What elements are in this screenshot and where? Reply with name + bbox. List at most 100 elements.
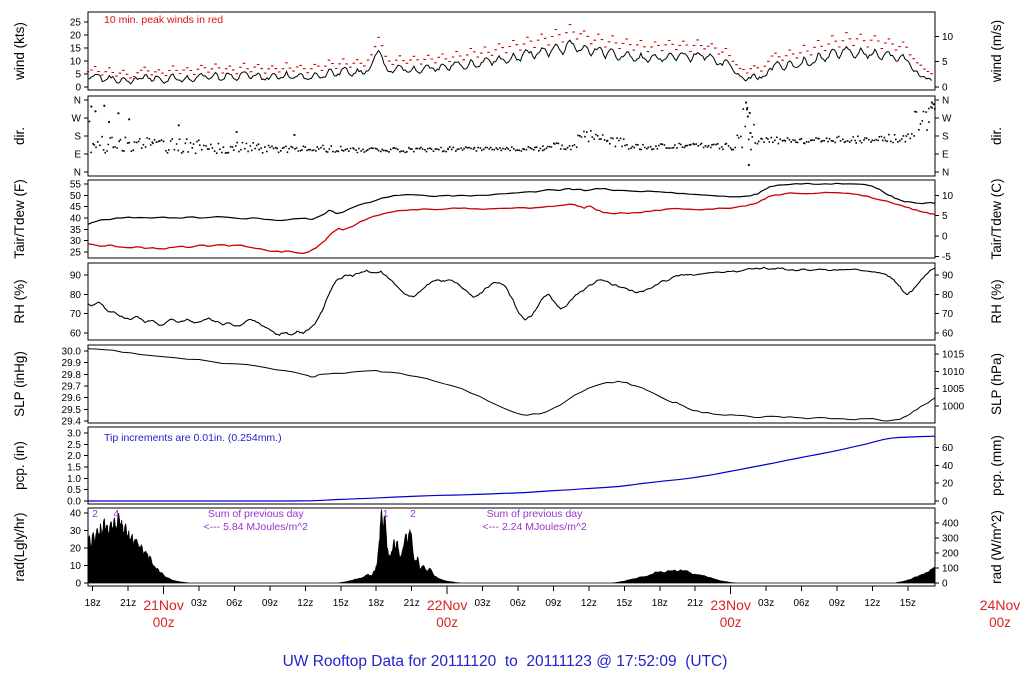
rad-peak-label-1: 4	[114, 509, 120, 520]
rad-peak-label-2: 1	[383, 509, 389, 520]
panel-box-rh	[87, 262, 936, 341]
day-label-21Nov: 21Nov	[143, 597, 183, 613]
left-tick-label-slp-4: 29.8	[62, 370, 82, 381]
right-tick-label-rh-2: 80	[942, 290, 954, 301]
series-tdew-line	[87, 191, 936, 255]
day-label-24Nov-hour: 00z	[989, 615, 1011, 630]
left-tick-label-temp-1: 30	[70, 236, 82, 247]
axis-label-right-dir: dir.	[989, 127, 1004, 145]
panel-box-slp	[87, 344, 936, 424]
left-tick-label-wind-1: 5	[75, 70, 81, 81]
right-tick-label-wind-1: 5	[942, 57, 948, 68]
left-tick-label-pcp-2: 1.0	[67, 474, 81, 485]
left-tick-label-rad-1: 10	[70, 561, 82, 572]
right-tick-label-dir-3: W	[942, 114, 952, 125]
hour-label-8: 21z	[404, 598, 420, 609]
day-label-21Nov-hour: 00z	[153, 615, 175, 630]
left-tick-label-wind-2: 10	[70, 57, 82, 68]
right-tick-label-dir-4: N	[942, 96, 949, 107]
right-tick-label-rad-1: 100	[942, 563, 959, 574]
axis-label-left-dir: dir.	[12, 127, 27, 145]
axis-label-left-wind: wind (kts)	[12, 22, 27, 81]
right-tick-label-wind-0: 0	[942, 83, 948, 94]
right-tick-label-rad-0: 0	[942, 579, 948, 590]
hour-label-20: 15z	[900, 598, 916, 609]
left-tick-label-rad-0: 0	[75, 579, 81, 590]
left-tick-label-slp-6: 30.0	[62, 347, 82, 358]
axis-label-right-rh: RH (%)	[989, 279, 1004, 323]
left-tick-label-dir-4: N	[74, 96, 81, 107]
left-tick-label-temp-0: 25	[70, 248, 82, 259]
right-tick-label-temp-0: -5	[942, 252, 951, 263]
day-label-23Nov: 23Nov	[710, 597, 750, 613]
left-tick-label-pcp-3: 1.5	[67, 463, 81, 474]
left-tick-label-pcp-1: 0.5	[67, 485, 81, 496]
right-tick-label-pcp-0: 0	[942, 497, 948, 508]
left-tick-label-pcp-4: 2.0	[67, 451, 81, 462]
series-dir-dots	[88, 101, 936, 166]
left-tick-label-wind-3: 15	[70, 44, 82, 55]
rad-sum-note-0-line1: Sum of previous day	[208, 508, 304, 520]
left-tick-label-slp-2: 29.6	[62, 393, 82, 404]
left-tick-label-wind-5: 25	[70, 18, 82, 29]
hour-label-19: 12z	[864, 598, 880, 609]
left-tick-label-temp-3: 40	[70, 214, 82, 225]
series-wind-gusts	[86, 24, 933, 79]
axis-label-right-pcp: pcp. (mm)	[989, 435, 1004, 496]
left-tick-label-slp-3: 29.7	[62, 382, 82, 393]
day-label-22Nov: 22Nov	[427, 597, 467, 613]
hour-label-16: 03z	[758, 598, 774, 609]
left-tick-label-pcp-5: 2.5	[67, 440, 81, 451]
hour-label-13: 15z	[616, 598, 632, 609]
right-tick-label-rad-4: 400	[942, 518, 959, 529]
hour-label-17: 06z	[793, 598, 809, 609]
panel-box-dir	[87, 95, 936, 177]
hour-label-15: 21z	[687, 598, 703, 609]
right-tick-label-dir-0: N	[942, 168, 949, 179]
left-tick-label-rad-3: 30	[70, 526, 82, 537]
day-label-24Nov: 24Nov	[980, 597, 1020, 613]
left-tick-label-wind-0: 0	[75, 83, 81, 94]
rad-peak-label-0: 2	[92, 509, 98, 520]
right-tick-label-slp-1: 1005	[942, 384, 965, 395]
left-tick-label-pcp-0: 0.0	[67, 497, 81, 508]
hour-label-10: 06z	[510, 598, 526, 609]
hour-label-9: 03z	[474, 598, 490, 609]
left-tick-label-slp-1: 29.5	[62, 405, 82, 416]
left-tick-label-rh-2: 80	[70, 290, 82, 301]
right-tick-label-pcp-2: 40	[942, 461, 954, 472]
left-tick-label-slp-0: 29.4	[62, 417, 82, 428]
left-tick-label-rh-3: 90	[70, 271, 82, 282]
hour-label-18: 09z	[829, 598, 845, 609]
right-tick-label-wind-2: 10	[942, 32, 954, 43]
left-tick-label-wind-4: 20	[70, 31, 82, 42]
wind-peak-annotation: 10 min. peak winds in red	[104, 14, 223, 26]
left-tick-label-dir-1: E	[74, 150, 81, 161]
left-tick-label-dir-3: W	[72, 114, 82, 125]
left-tick-label-temp-6: 55	[70, 180, 82, 191]
axis-label-right-rad: rad (W/m^2)	[989, 510, 1004, 584]
axis-label-right-wind: wind (m/s)	[989, 20, 1004, 83]
left-tick-label-rh-1: 70	[70, 309, 82, 320]
hour-label-4: 09z	[262, 598, 278, 609]
day-label-23Nov-hour: 00z	[720, 615, 742, 630]
rad-sum-note-1-line2: <--- 2.24 MJoules/m^2	[482, 521, 587, 533]
series-wind-line	[88, 39, 932, 85]
right-tick-label-slp-2: 1010	[942, 367, 965, 378]
hour-label-11: 09z	[545, 598, 561, 609]
hour-label-2: 03z	[191, 598, 207, 609]
left-tick-label-rh-0: 60	[70, 329, 82, 340]
pcp-tip-annotation: Tip increments are 0.01in. (0.254mm.)	[104, 432, 282, 444]
right-tick-label-temp-2: 5	[942, 211, 948, 222]
rad-sum-note-0-line2: <--- 5.84 MJoules/m^2	[204, 521, 309, 533]
right-tick-label-rh-3: 90	[942, 271, 954, 282]
right-tick-label-temp-3: 10	[942, 191, 954, 202]
hour-label-12: 12z	[581, 598, 597, 609]
right-tick-label-rad-2: 200	[942, 548, 959, 559]
axis-label-left-slp: SLP (inHg)	[12, 351, 27, 417]
series-pcp-line	[88, 435, 936, 502]
right-tick-label-pcp-1: 20	[942, 479, 954, 490]
hour-label-6: 15z	[333, 598, 349, 609]
